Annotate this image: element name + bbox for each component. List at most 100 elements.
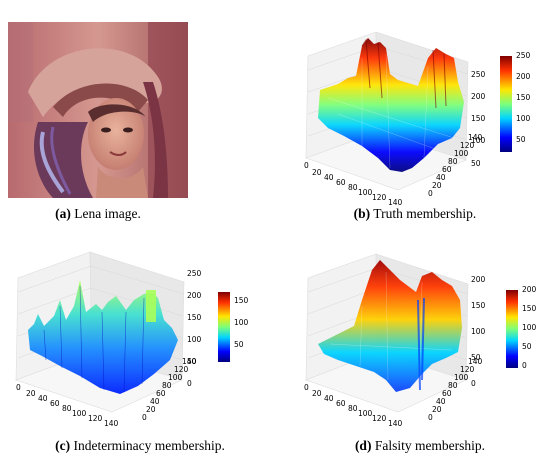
truth-z-tick-3: 200: [471, 92, 486, 101]
caption-d-text: Falsity membership.: [371, 438, 486, 453]
indet-cbar-tick-2: 150: [234, 296, 249, 305]
lena-image: [8, 22, 188, 198]
indeterminacy-surface: [28, 280, 178, 394]
indet-x-tick-7: 140: [104, 419, 119, 428]
indet-z-tick-4: 200: [187, 291, 202, 300]
indet-x-tick-3: 60: [50, 399, 60, 408]
indet-z-tick-1: 50: [187, 357, 197, 366]
indet-y-tick-1: 20: [146, 405, 156, 414]
truth-z-tick-2: 150: [471, 114, 486, 123]
caption-b-text: Truth membership.: [370, 206, 477, 221]
truth-z-tick-1: 100: [471, 136, 486, 145]
indeterminacy-surface-plot: 0 50 100 150 200 250 0 20 40 60 80 100 1…: [15, 251, 249, 428]
caption-a: (a) Lena image.: [8, 206, 188, 222]
falsity-x-tick-0: 0: [304, 383, 309, 392]
falsity-cbar-tick-1: 50: [522, 342, 532, 351]
caption-a-letter: (a): [55, 206, 71, 221]
truth-surface-plot: 50 100 150 200 250 0 20 40 60 80 100 120…: [304, 31, 531, 207]
truth-cbar-tick-1: 100: [516, 114, 531, 123]
indet-cbar-tick-0: 50: [234, 340, 244, 349]
caption-c-text: Indeterminacy membership.: [70, 438, 225, 453]
truth-x-tick-1: 20: [312, 168, 322, 177]
falsity-x-tick-5: 100: [358, 409, 373, 418]
falsity-cbar-tick-3: 150: [522, 304, 537, 313]
falsity-y-tick-0: 0: [428, 413, 433, 422]
caption-b-letter: (b): [353, 206, 371, 221]
truth-x-tick-4: 80: [348, 183, 358, 192]
truth-y-tick-1: 20: [432, 181, 442, 190]
truth-z-tick-0: 50: [471, 159, 481, 168]
truth-x-tick-6: 120: [372, 193, 387, 202]
caption-c: (c) Indeterminacy membership.: [10, 438, 270, 454]
indet-z-tick-5: 250: [187, 269, 202, 278]
falsity-colorbar: [506, 290, 518, 368]
indet-y-tick-4: 80: [162, 381, 172, 390]
indet-x-tick-5: 100: [72, 409, 87, 418]
indet-z-tick-2: 100: [187, 335, 202, 344]
indet-y-tick-2: 40: [150, 397, 160, 406]
indet-z-tick-0: 0: [187, 379, 192, 388]
falsity-x-tick-6: 120: [372, 414, 387, 423]
truth-y-tick-4: 80: [448, 157, 458, 166]
falsity-surface-plot: 0 50 100 150 200 0 20 40 60 80 100 120 1…: [304, 253, 537, 428]
falsity-z-tick-0: 0: [471, 379, 476, 388]
falsity-x-tick-4: 80: [348, 404, 358, 413]
indet-x-tick-6: 120: [88, 414, 103, 423]
caption-d: (d) Falsity membership.: [300, 438, 540, 454]
lena-image-panel: [8, 22, 188, 198]
truth-x-tick-3: 60: [336, 178, 346, 187]
indet-y-tick-6: 120: [174, 365, 189, 374]
falsity-cbar-tick-4: 200: [522, 285, 537, 294]
falsity-x-tick-7: 140: [388, 419, 403, 428]
truth-y-tick-5: 100: [454, 149, 469, 158]
falsity-surface: [318, 260, 462, 392]
truth-z-tick-4: 250: [471, 70, 486, 79]
caption-d-letter: (d): [354, 438, 372, 453]
truth-y-tick-2: 40: [436, 173, 446, 182]
falsity-z-tick-4: 200: [471, 275, 486, 284]
truth-cbar-tick-4: 250: [516, 51, 531, 60]
truth-membership-panel: 50 100 150 200 250 0 20 40 60 80 100 120…: [278, 18, 544, 210]
truth-cbar-tick-2: 150: [516, 93, 531, 102]
indet-y-tick-3: 60: [156, 389, 166, 398]
truth-x-tick-0: 0: [304, 161, 309, 170]
caption-c-letter: (c): [55, 438, 71, 453]
truth-y-tick-7: 140: [468, 133, 483, 142]
truth-x-tick-2: 40: [324, 173, 334, 182]
caption-b: (b) Truth membership.: [300, 206, 530, 222]
falsity-y-tick-3: 60: [442, 389, 452, 398]
falsity-cbar-tick-2: 100: [522, 323, 537, 332]
indet-x-tick-2: 40: [38, 394, 48, 403]
indet-cbar-tick-1: 100: [234, 318, 249, 327]
falsity-y-tick-6: 120: [460, 365, 475, 374]
caption-a-text: Lena image.: [70, 206, 141, 221]
indet-z-tick-3: 150: [187, 313, 202, 322]
falsity-y-tick-1: 20: [432, 405, 442, 414]
falsity-z-tick-3: 150: [471, 301, 486, 310]
truth-colorbar: [500, 56, 512, 152]
truth-y-tick-0: 0: [428, 189, 433, 198]
indet-y-tick-5: 100: [168, 373, 183, 382]
truth-surface: [318, 38, 464, 172]
falsity-membership-panel: 0 50 100 150 200 0 20 40 60 80 100 120 1…: [282, 240, 548, 430]
truth-y-tick-3: 60: [442, 165, 452, 174]
truth-cbar-tick-0: 50: [516, 135, 526, 144]
falsity-y-tick-2: 40: [436, 397, 446, 406]
falsity-x-tick-2: 40: [324, 394, 334, 403]
indet-y-tick-7: 140: [182, 357, 197, 366]
falsity-z-tick-2: 100: [471, 327, 486, 336]
falsity-x-tick-1: 20: [312, 389, 322, 398]
falsity-y-tick-4: 80: [448, 381, 458, 390]
indet-y-tick-0: 0: [142, 413, 147, 422]
falsity-y-tick-5: 100: [454, 373, 469, 382]
truth-x-tick-7: 140: [388, 198, 403, 207]
falsity-z-tick-1: 50: [471, 353, 481, 362]
falsity-y-tick-7: 140: [468, 357, 483, 366]
indet-x-tick-4: 80: [62, 404, 72, 413]
indet-x-tick-1: 20: [26, 389, 36, 398]
falsity-cbar-tick-0: 0: [522, 361, 527, 370]
truth-cbar-tick-3: 200: [516, 72, 531, 81]
truth-y-tick-6: 120: [460, 141, 475, 150]
indeterminacy-membership-panel: 0 50 100 150 200 250 0 20 40 60 80 100 1…: [4, 240, 274, 430]
indet-x-tick-0: 0: [16, 383, 21, 392]
